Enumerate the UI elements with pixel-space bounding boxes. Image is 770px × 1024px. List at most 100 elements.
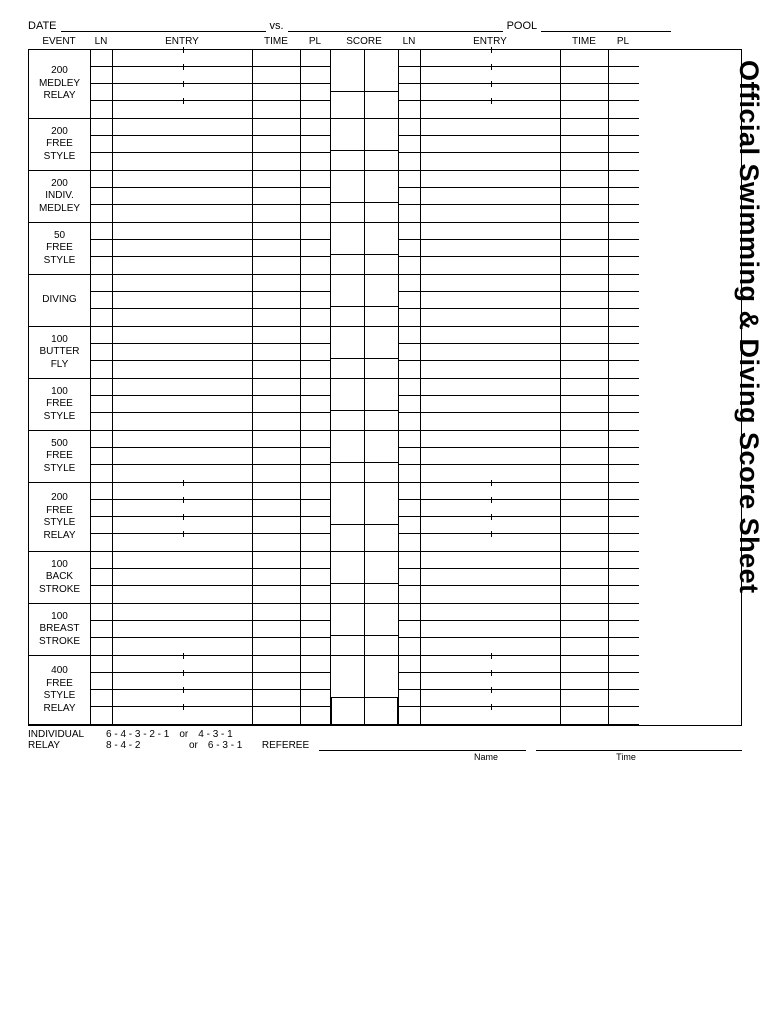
- cell[interactable]: [91, 309, 112, 326]
- cell[interactable]: [609, 638, 639, 655]
- cell[interactable]: [609, 119, 639, 136]
- cell[interactable]: [561, 707, 608, 724]
- cell[interactable]: [301, 534, 330, 551]
- cell[interactable]: [91, 413, 112, 430]
- cell[interactable]: [561, 604, 608, 621]
- cell[interactable]: [421, 275, 560, 292]
- cell[interactable]: [399, 84, 420, 101]
- cell[interactable]: [609, 240, 639, 257]
- cell[interactable]: [421, 153, 560, 170]
- cell[interactable]: [399, 500, 420, 517]
- cell[interactable]: [113, 327, 252, 344]
- cell[interactable]: [301, 517, 330, 534]
- cell[interactable]: [609, 50, 639, 67]
- cell[interactable]: [421, 396, 560, 413]
- cell[interactable]: [253, 552, 300, 569]
- cell[interactable]: [399, 517, 420, 534]
- cell[interactable]: [91, 240, 112, 257]
- cell[interactable]: [91, 361, 112, 378]
- cell[interactable]: [113, 119, 252, 136]
- cell[interactable]: [301, 101, 330, 118]
- cell[interactable]: [301, 621, 330, 638]
- cell[interactable]: [609, 690, 639, 707]
- cell[interactable]: [91, 586, 112, 603]
- cell[interactable]: [561, 621, 608, 638]
- cell[interactable]: [301, 690, 330, 707]
- cell[interactable]: [399, 656, 420, 673]
- cell[interactable]: [399, 431, 420, 448]
- cell[interactable]: [253, 119, 300, 136]
- cell[interactable]: [561, 656, 608, 673]
- cell[interactable]: [91, 500, 112, 517]
- cell[interactable]: [113, 275, 252, 292]
- cell[interactable]: [561, 101, 608, 118]
- cell[interactable]: [609, 673, 639, 690]
- running-score-left[interactable]: [331, 524, 364, 551]
- cell[interactable]: [253, 67, 300, 84]
- cell[interactable]: [113, 604, 252, 621]
- cell[interactable]: [91, 621, 112, 638]
- cell[interactable]: [253, 361, 300, 378]
- cell[interactable]: [421, 188, 560, 205]
- running-score-left[interactable]: [331, 635, 364, 655]
- cell[interactable]: [609, 344, 639, 361]
- running-score-left[interactable]: [331, 202, 364, 222]
- cell[interactable]: [253, 569, 300, 586]
- cell[interactable]: [421, 586, 560, 603]
- cell[interactable]: [113, 431, 252, 448]
- cell[interactable]: [609, 171, 639, 188]
- cell[interactable]: [301, 552, 330, 569]
- cell[interactable]: [561, 309, 608, 326]
- cell[interactable]: [253, 205, 300, 222]
- running-score-left[interactable]: [331, 410, 364, 430]
- cell[interactable]: [421, 171, 560, 188]
- cell[interactable]: [421, 292, 560, 309]
- running-score-left[interactable]: [331, 583, 364, 603]
- vs-field[interactable]: [288, 20, 503, 32]
- cell[interactable]: [399, 621, 420, 638]
- cell[interactable]: [399, 707, 420, 724]
- cell[interactable]: [609, 448, 639, 465]
- pool-field[interactable]: [541, 20, 671, 32]
- cell[interactable]: [113, 136, 252, 153]
- cell[interactable]: [253, 431, 300, 448]
- cell[interactable]: [421, 707, 560, 724]
- cell[interactable]: [301, 586, 330, 603]
- cell[interactable]: [91, 153, 112, 170]
- cell[interactable]: [399, 205, 420, 222]
- cell[interactable]: [609, 223, 639, 240]
- cell[interactable]: [301, 223, 330, 240]
- cell[interactable]: [253, 327, 300, 344]
- cell[interactable]: [91, 448, 112, 465]
- running-score-right[interactable]: [365, 635, 398, 655]
- cell[interactable]: [301, 379, 330, 396]
- cell[interactable]: [399, 673, 420, 690]
- cell[interactable]: [399, 586, 420, 603]
- cell[interactable]: [91, 465, 112, 482]
- cell[interactable]: [399, 483, 420, 500]
- cell[interactable]: [421, 223, 560, 240]
- cell[interactable]: [561, 534, 608, 551]
- running-score-right[interactable]: [365, 202, 398, 222]
- cell[interactable]: [253, 707, 300, 724]
- cell[interactable]: [113, 292, 252, 309]
- cell[interactable]: [609, 153, 639, 170]
- cell[interactable]: [609, 136, 639, 153]
- cell[interactable]: [301, 431, 330, 448]
- cell[interactable]: [113, 205, 252, 222]
- cell[interactable]: [421, 431, 560, 448]
- running-score-left[interactable]: [331, 358, 364, 378]
- cell[interactable]: [301, 136, 330, 153]
- cell[interactable]: [113, 396, 252, 413]
- cell[interactable]: [253, 534, 300, 551]
- cell[interactable]: [91, 223, 112, 240]
- cell[interactable]: [253, 517, 300, 534]
- cell[interactable]: [421, 379, 560, 396]
- cell[interactable]: [91, 673, 112, 690]
- cell[interactable]: [113, 188, 252, 205]
- cell[interactable]: [113, 534, 252, 551]
- cell[interactable]: [609, 396, 639, 413]
- cell[interactable]: [561, 552, 608, 569]
- running-score-right[interactable]: [365, 583, 398, 603]
- cell[interactable]: [253, 604, 300, 621]
